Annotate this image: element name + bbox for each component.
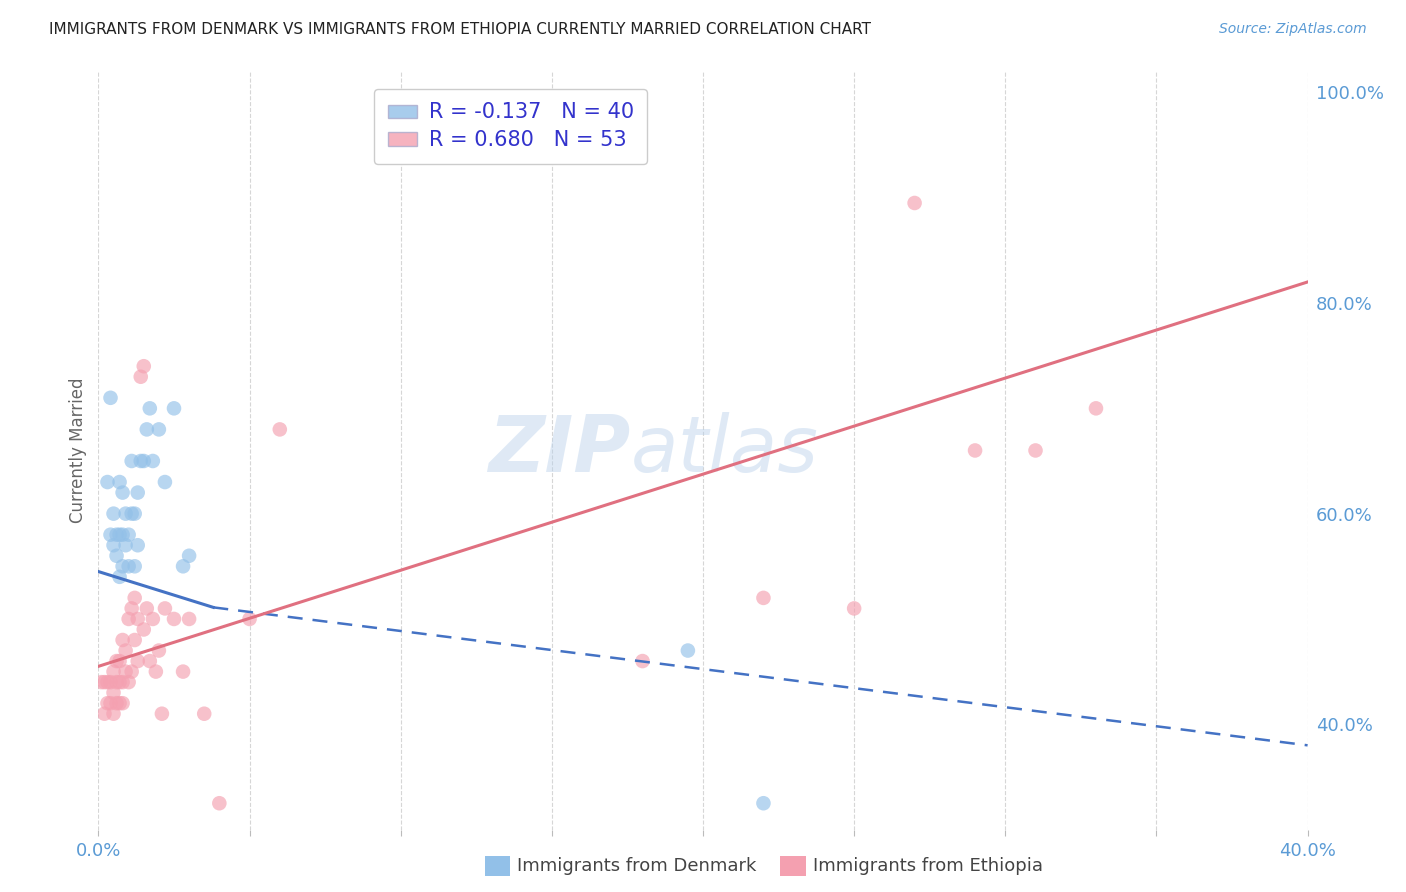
Point [100, 391, 122, 405]
Point [93, 675, 115, 690]
Point [179, 612, 201, 626]
Point [111, 527, 134, 541]
Legend: R = -0.137   N = 40, R = 0.680   N = 53: R = -0.137 N = 40, R = 0.680 N = 53 [374, 88, 647, 163]
Point [172, 559, 194, 574]
Point [965, 443, 987, 458]
Point [118, 675, 141, 690]
Point [163, 401, 186, 416]
Point [105, 527, 128, 541]
Point [179, 549, 201, 563]
Point [105, 549, 128, 563]
Point [93, 706, 115, 721]
Point [96, 475, 118, 489]
Point [100, 527, 122, 541]
Point [108, 570, 131, 584]
Point [172, 665, 194, 679]
Point [1024, 443, 1046, 458]
Point [105, 675, 128, 690]
Point [114, 538, 136, 552]
Point [153, 475, 176, 489]
Point [752, 796, 775, 810]
Point [145, 665, 167, 679]
Point [121, 601, 143, 615]
Point [124, 559, 146, 574]
Point [127, 538, 149, 552]
Point [111, 675, 134, 690]
Point [127, 612, 149, 626]
Point [142, 454, 165, 468]
Text: Immigrants from Denmark: Immigrants from Denmark [517, 857, 756, 875]
Text: Immigrants from Ethiopia: Immigrants from Ethiopia [813, 857, 1043, 875]
Y-axis label: Currently Married: Currently Married [69, 377, 87, 524]
Point [121, 507, 143, 521]
Point [132, 454, 155, 468]
Point [114, 665, 136, 679]
Point [148, 643, 170, 657]
Point [114, 643, 136, 657]
Point [142, 612, 165, 626]
Point [90, 675, 112, 690]
Point [108, 675, 131, 690]
Point [132, 359, 155, 374]
Point [105, 696, 128, 710]
Point [904, 196, 927, 211]
Point [103, 538, 125, 552]
Point [108, 475, 131, 489]
Point [124, 633, 146, 648]
Point [111, 696, 134, 710]
Point [124, 507, 146, 521]
Point [121, 454, 143, 468]
Text: Source: ZipAtlas.com: Source: ZipAtlas.com [1219, 22, 1367, 37]
Point [148, 422, 170, 436]
Point [114, 507, 136, 521]
Point [111, 485, 134, 500]
Point [103, 686, 125, 700]
Point [103, 665, 125, 679]
Point [103, 706, 125, 721]
Point [100, 675, 122, 690]
Point [129, 454, 152, 468]
Point [139, 401, 162, 416]
Point [124, 591, 146, 605]
Point [239, 612, 262, 626]
Point [127, 485, 149, 500]
Text: atlas: atlas [630, 412, 818, 489]
Point [118, 559, 141, 574]
Point [139, 654, 162, 668]
Point [111, 559, 134, 574]
Point [135, 422, 157, 436]
Point [135, 601, 157, 615]
Point [108, 696, 131, 710]
Point [118, 612, 141, 626]
Point [153, 601, 176, 615]
Point [118, 527, 141, 541]
Point [108, 654, 131, 668]
Point [103, 507, 125, 521]
Text: IMMIGRANTS FROM DENMARK VS IMMIGRANTS FROM ETHIOPIA CURRENTLY MARRIED CORRELATIO: IMMIGRANTS FROM DENMARK VS IMMIGRANTS FR… [49, 22, 872, 37]
Point [631, 654, 654, 668]
Point [96, 675, 118, 690]
Point [193, 706, 215, 721]
Point [844, 601, 866, 615]
Point [269, 422, 291, 436]
Point [121, 665, 143, 679]
Point [105, 654, 128, 668]
Point [1085, 401, 1108, 416]
Point [129, 369, 152, 384]
Point [100, 696, 122, 710]
Point [150, 706, 173, 721]
Point [676, 643, 699, 657]
Point [208, 796, 231, 810]
Text: ZIP: ZIP [488, 412, 630, 489]
Point [96, 696, 118, 710]
Point [111, 633, 134, 648]
Point [752, 591, 775, 605]
Point [163, 612, 186, 626]
Point [108, 527, 131, 541]
Point [132, 623, 155, 637]
Point [127, 654, 149, 668]
